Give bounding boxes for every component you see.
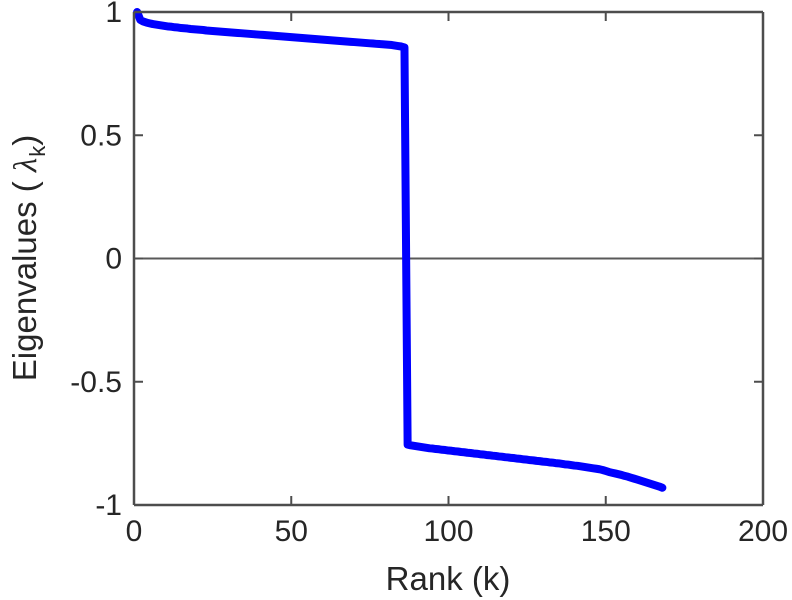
x-tick-label: 200 — [738, 515, 788, 548]
y-axis-title-subscript: k — [25, 145, 50, 157]
y-axis-title-lambda: λ — [8, 158, 44, 173]
y-tick-label: 1 — [105, 0, 122, 29]
y-axis-tick-labels: -1 -0.5 0 0.5 1 — [70, 0, 122, 522]
y-tick-label: 0.5 — [80, 119, 122, 152]
x-axis-tick-labels: 0 50 100 150 200 — [126, 515, 788, 548]
y-axis-title: Eigenvalues ( λk) — [6, 135, 50, 381]
y-tick-label: -0.5 — [70, 366, 122, 399]
y-tick-label: 0 — [105, 243, 122, 276]
x-tick-label: 0 — [126, 515, 143, 548]
eigenvalue-series-line — [133, 8, 667, 492]
x-tick-label: 50 — [275, 515, 308, 548]
y-tick-label: -1 — [95, 489, 122, 522]
x-tick-label: 100 — [423, 515, 473, 548]
x-axis-title: Rank (k) — [386, 560, 511, 597]
svg-text:Eigenvalues ( λk): Eigenvalues ( λk) — [6, 135, 50, 381]
axis-tick-marks — [133, 11, 764, 506]
y-axis-title-prefix: Eigenvalues ( — [6, 172, 43, 381]
x-tick-label: 150 — [581, 515, 631, 548]
y-axis-title-suffix: ) — [6, 135, 43, 146]
